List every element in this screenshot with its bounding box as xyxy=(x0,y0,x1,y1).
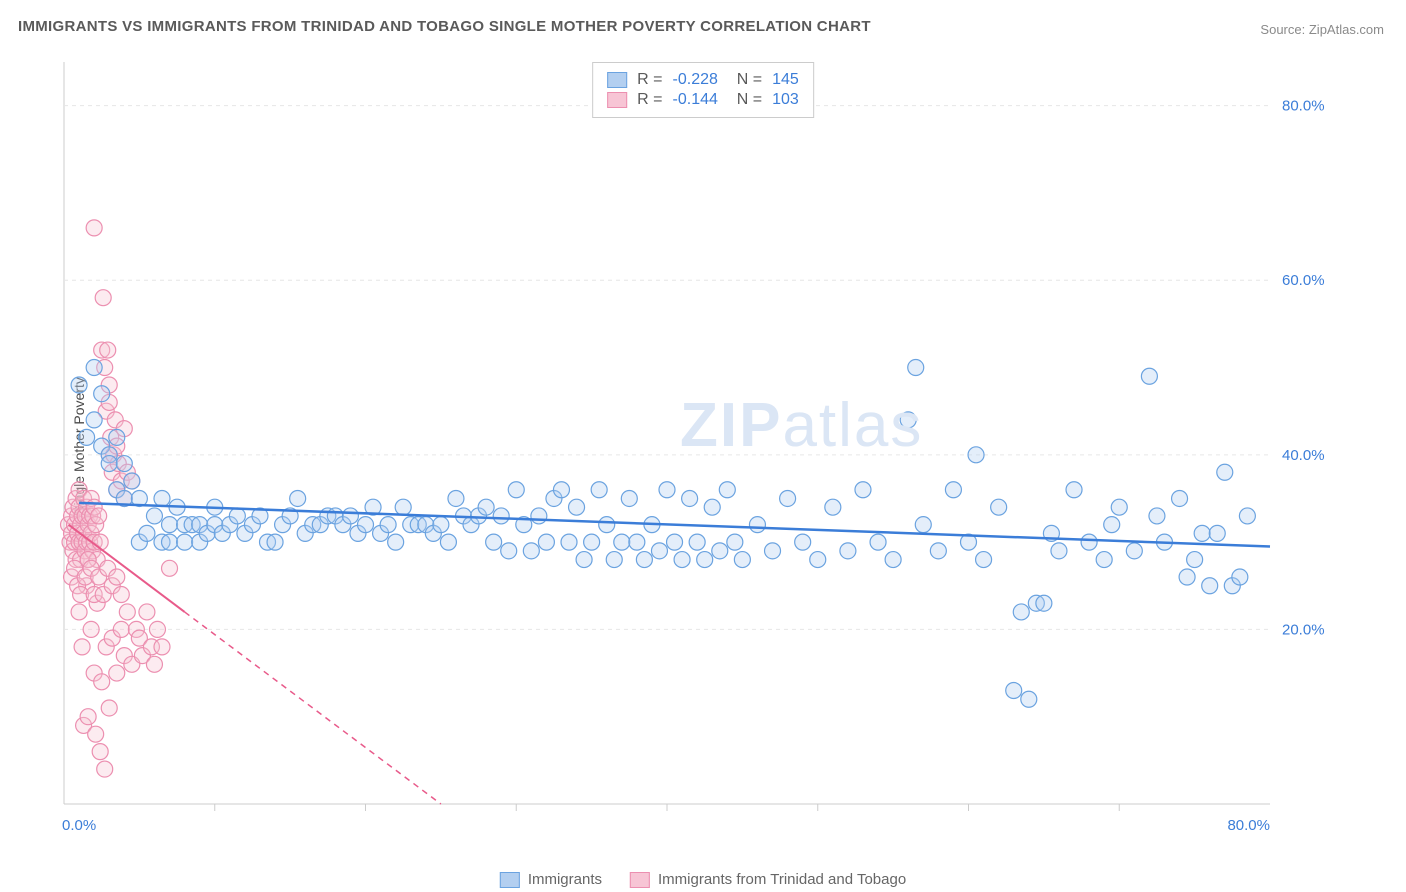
svg-text:80.0%: 80.0% xyxy=(1282,98,1325,115)
legend-label: Immigrants from Trinidad and Tobago xyxy=(658,871,906,888)
svg-text:80.0%: 80.0% xyxy=(1227,817,1270,834)
svg-text:20.0%: 20.0% xyxy=(1282,621,1325,638)
n-label: N = xyxy=(728,91,762,109)
legend-item: Immigrants from Trinidad and Tobago xyxy=(630,871,906,888)
source-value: ZipAtlas.com xyxy=(1309,22,1384,37)
source: Source: ZipAtlas.com xyxy=(1260,22,1384,37)
n-value: 145 xyxy=(772,71,799,89)
swatch-icon xyxy=(607,72,627,88)
n-value: 103 xyxy=(772,91,799,109)
swatch-icon xyxy=(500,872,520,888)
svg-text:0.0%: 0.0% xyxy=(62,817,96,834)
legend-label: Immigrants xyxy=(528,871,602,888)
series-legend: Immigrants Immigrants from Trinidad and … xyxy=(500,871,906,888)
correlation-legend: R = -0.228 N = 145 R = -0.144 N = 103 xyxy=(592,62,814,118)
r-label: R = xyxy=(637,91,662,109)
chart-area: 20.0% 40.0% 60.0% 80.0% 0.0% 80.0% xyxy=(54,56,1340,844)
swatch-icon xyxy=(630,872,650,888)
scatter-chart: 20.0% 40.0% 60.0% 80.0% 0.0% 80.0% xyxy=(54,56,1340,844)
chart-title: IMMIGRANTS VS IMMIGRANTS FROM TRINIDAD A… xyxy=(18,18,871,35)
legend-row: R = -0.228 N = 145 xyxy=(607,71,799,89)
svg-text:40.0%: 40.0% xyxy=(1282,447,1325,464)
legend-row: R = -0.144 N = 103 xyxy=(607,91,799,109)
n-label: N = xyxy=(728,71,762,89)
source-label: Source: xyxy=(1260,22,1305,37)
svg-text:60.0%: 60.0% xyxy=(1282,272,1325,289)
legend-item: Immigrants xyxy=(500,871,602,888)
r-value: -0.144 xyxy=(673,91,718,109)
r-value: -0.228 xyxy=(673,71,718,89)
swatch-icon xyxy=(607,92,627,108)
r-label: R = xyxy=(637,71,662,89)
